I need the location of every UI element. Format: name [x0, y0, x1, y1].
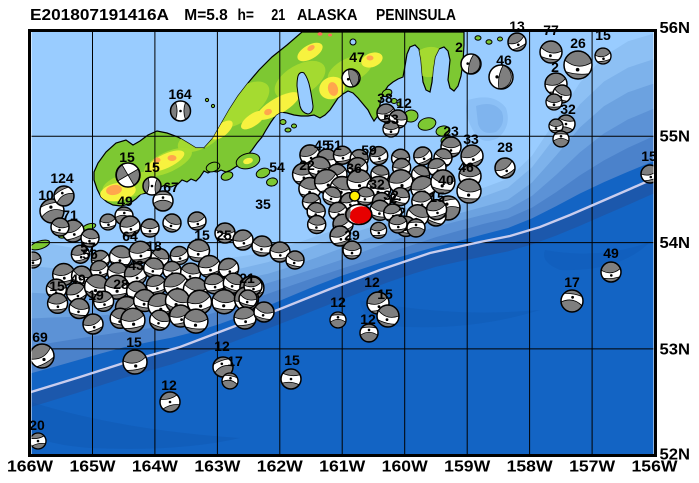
svg-text:51: 51 [326, 137, 342, 153]
svg-text:29: 29 [344, 227, 360, 243]
svg-text:10: 10 [38, 187, 54, 203]
svg-text:46: 46 [496, 52, 512, 68]
svg-text:52N: 52N [660, 447, 691, 464]
svg-text:23: 23 [443, 123, 459, 139]
svg-text:156W: 156W [632, 459, 679, 476]
svg-text:19: 19 [88, 287, 104, 303]
svg-text:69: 69 [32, 329, 48, 345]
svg-text:15: 15 [377, 286, 393, 302]
svg-text:15: 15 [429, 189, 445, 205]
svg-text:2: 2 [551, 59, 559, 75]
svg-text:15: 15 [126, 334, 142, 350]
svg-text:166W: 166W [7, 459, 54, 476]
svg-text:164: 164 [168, 86, 192, 102]
svg-text:158W: 158W [507, 459, 554, 476]
svg-text:12: 12 [360, 311, 376, 327]
svg-text:18: 18 [146, 238, 162, 254]
svg-text:165W: 165W [70, 459, 117, 476]
svg-text:21: 21 [271, 7, 285, 24]
svg-text:17: 17 [564, 274, 580, 290]
svg-text:33: 33 [463, 131, 479, 147]
svg-text:E201807191416A: E201807191416A [30, 7, 169, 24]
svg-text:28: 28 [113, 276, 129, 292]
svg-text:160W: 160W [382, 459, 429, 476]
svg-text:36: 36 [346, 160, 362, 176]
svg-text:2: 2 [398, 204, 406, 220]
svg-text:21: 21 [239, 270, 255, 286]
svg-text:38: 38 [377, 90, 393, 106]
svg-text:32: 32 [383, 187, 399, 203]
svg-text:64: 64 [122, 228, 138, 244]
svg-text:2: 2 [455, 39, 463, 55]
svg-text:124: 124 [50, 170, 74, 186]
svg-text:15: 15 [641, 148, 657, 164]
svg-text:35: 35 [255, 196, 271, 212]
svg-text:15: 15 [194, 227, 210, 243]
svg-text:15: 15 [144, 159, 160, 175]
svg-text:46: 46 [458, 159, 474, 175]
svg-text:17: 17 [227, 353, 243, 369]
svg-text:57: 57 [80, 239, 96, 255]
svg-text:15: 15 [49, 278, 65, 294]
svg-text:53: 53 [383, 111, 399, 127]
svg-text:22: 22 [299, 157, 315, 173]
svg-text:157W: 157W [569, 459, 616, 476]
svg-text:12: 12 [364, 274, 380, 290]
svg-text:56N: 56N [660, 20, 691, 37]
svg-text:15: 15 [119, 149, 135, 165]
svg-text:49: 49 [70, 271, 86, 287]
svg-text:25: 25 [216, 227, 232, 243]
svg-text:32: 32 [369, 176, 385, 192]
svg-text:15: 15 [284, 352, 300, 368]
svg-text:159W: 159W [444, 459, 491, 476]
svg-text:28: 28 [497, 139, 513, 155]
svg-text:67: 67 [163, 179, 179, 195]
svg-text:164W: 164W [132, 459, 179, 476]
svg-text:49: 49 [603, 245, 619, 261]
svg-text:12: 12 [330, 294, 346, 310]
svg-text:32: 32 [560, 101, 576, 117]
svg-text:162W: 162W [257, 459, 304, 476]
svg-text:53N: 53N [660, 342, 691, 359]
svg-text:ALASKA: ALASKA [297, 7, 358, 24]
svg-text:12: 12 [214, 338, 230, 354]
svg-text:PENINSULA: PENINSULA [376, 7, 456, 24]
svg-text:161W: 161W [319, 459, 366, 476]
svg-text:163W: 163W [194, 459, 241, 476]
svg-text:54N: 54N [660, 235, 691, 252]
svg-text:56: 56 [82, 246, 98, 262]
svg-text:59: 59 [361, 142, 377, 158]
svg-text:54: 54 [269, 159, 285, 175]
svg-text:71: 71 [62, 207, 78, 223]
svg-text:12: 12 [396, 95, 412, 111]
svg-text:45: 45 [314, 137, 330, 153]
svg-text:55N: 55N [660, 129, 691, 146]
svg-text:h=: h= [238, 7, 255, 24]
svg-text:49: 49 [117, 193, 133, 209]
svg-text:M=5.8: M=5.8 [184, 7, 228, 24]
svg-text:26: 26 [570, 35, 586, 51]
svg-text:20: 20 [29, 417, 45, 433]
svg-text:47: 47 [349, 49, 365, 65]
svg-text:12: 12 [161, 377, 177, 393]
svg-text:43: 43 [128, 257, 144, 273]
svg-text:2: 2 [389, 190, 397, 206]
svg-text:40: 40 [438, 172, 454, 188]
